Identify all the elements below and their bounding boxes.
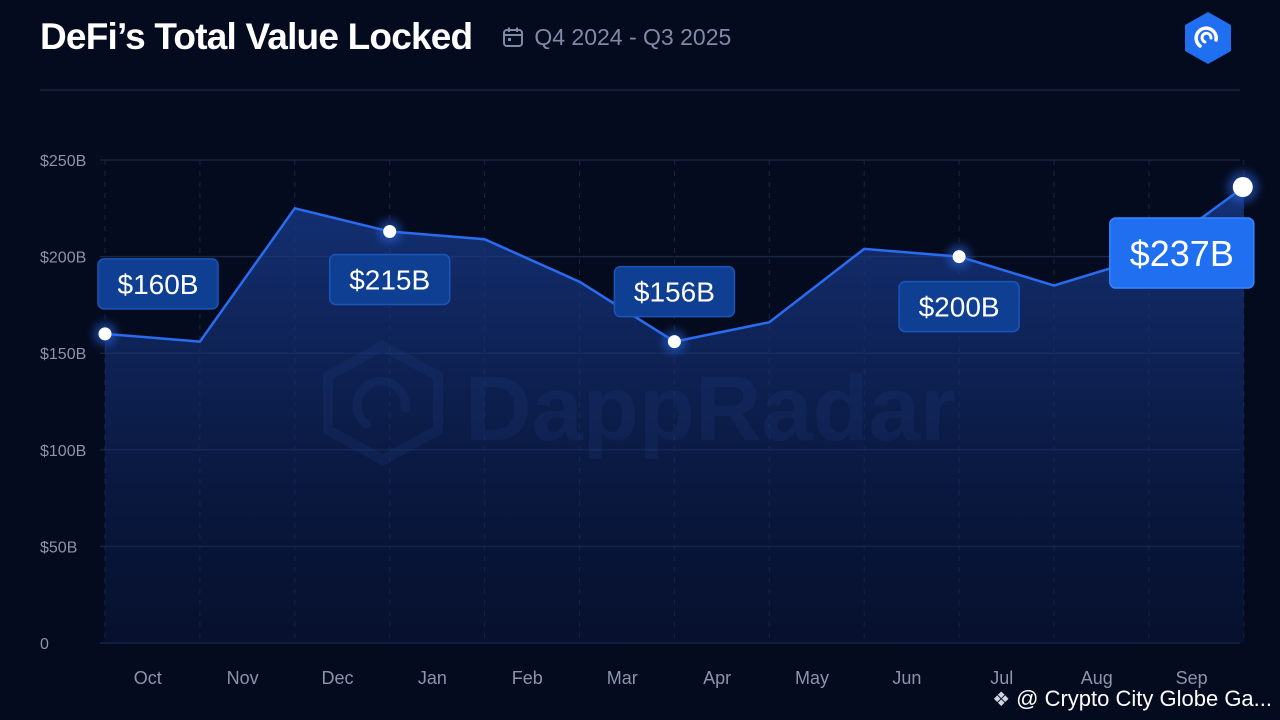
x-tick-label: Jul bbox=[990, 668, 1013, 688]
data-point bbox=[667, 335, 681, 349]
x-tick-label: Jun bbox=[892, 668, 921, 688]
data-point bbox=[98, 327, 112, 341]
x-tick-label: May bbox=[795, 668, 829, 688]
x-tick-label: Sep bbox=[1176, 668, 1208, 688]
x-tick-label: Dec bbox=[321, 668, 353, 688]
footer-credit-text: @ Crypto City Globe Ga... bbox=[1016, 686, 1272, 711]
value-label: $160B bbox=[118, 269, 199, 300]
value-label: $215B bbox=[349, 265, 430, 296]
footer-credit: ❖ @ Crypto City Globe Ga... bbox=[992, 686, 1272, 712]
y-tick-label: 0 bbox=[40, 636, 49, 653]
series-area bbox=[105, 187, 1244, 643]
x-tick-label: Jan bbox=[418, 668, 447, 688]
x-tick-label: Feb bbox=[512, 668, 543, 688]
y-tick-label: $200B bbox=[40, 250, 86, 267]
chart-header: DeFi’s Total Value Locked Q4 2024 - Q3 2… bbox=[40, 14, 731, 60]
data-point bbox=[1232, 177, 1253, 198]
y-tick-label: $100B bbox=[40, 443, 86, 460]
data-point bbox=[952, 250, 966, 264]
header-divider bbox=[40, 89, 1240, 91]
dappradar-logo-icon bbox=[1185, 12, 1231, 64]
value-label-box bbox=[97, 258, 219, 310]
y-tick-label: $150B bbox=[40, 346, 86, 363]
y-tick-label: $50B bbox=[40, 539, 77, 556]
value-label: $156B bbox=[634, 277, 715, 308]
data-point bbox=[383, 224, 397, 238]
period-label: Q4 2024 - Q3 2025 bbox=[534, 23, 732, 50]
value-label-box bbox=[613, 265, 736, 318]
diamond-logo-icon: ❖ bbox=[992, 688, 1011, 711]
y-tick-label: $250B bbox=[40, 153, 86, 170]
x-tick-label: Aug bbox=[1081, 668, 1113, 688]
value-label-box bbox=[328, 253, 451, 306]
x-tick-label: Oct bbox=[134, 668, 162, 688]
period-range: Q4 2024 - Q3 2025 bbox=[502, 24, 731, 51]
value-label-box bbox=[898, 280, 1020, 333]
x-tick-label: Nov bbox=[227, 668, 259, 688]
calendar-icon bbox=[503, 27, 524, 47]
value-label: $200B bbox=[919, 292, 1000, 323]
chart-title: DeFi’s Total Value Locked bbox=[40, 16, 473, 57]
x-tick-label: Mar bbox=[607, 668, 638, 688]
x-tick-label: Apr bbox=[703, 668, 731, 688]
value-label: $237B bbox=[1130, 233, 1234, 274]
value-label-box bbox=[1109, 217, 1255, 289]
